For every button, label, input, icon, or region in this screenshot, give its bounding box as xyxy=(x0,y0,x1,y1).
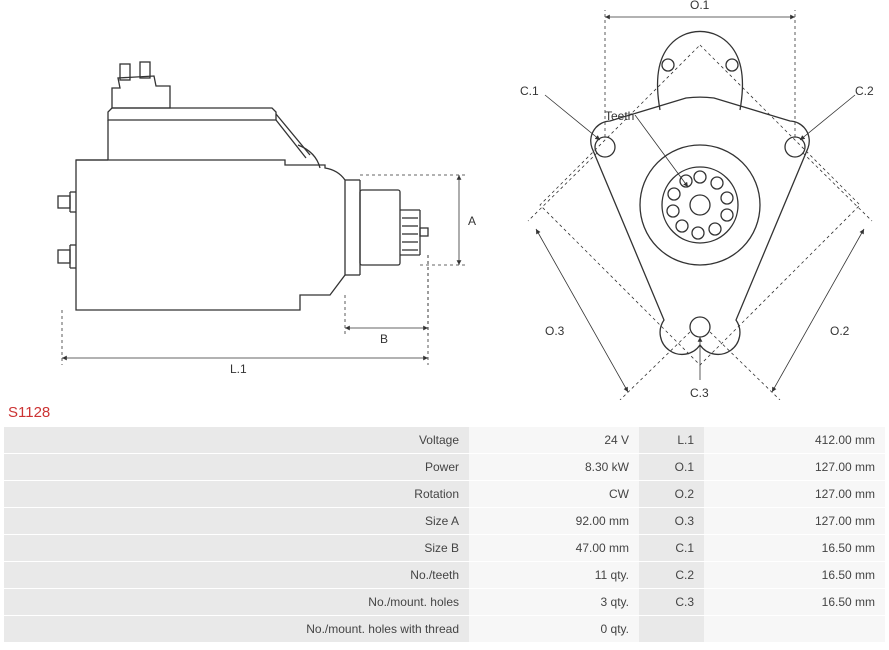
spec-value-right: 412.00 mm xyxy=(704,427,885,453)
spec-label-right: O.3 xyxy=(639,508,704,534)
spec-label-left: Size A xyxy=(4,508,469,534)
spec-label-left: Power xyxy=(4,454,469,480)
product-code: S1128 xyxy=(0,400,889,427)
spec-table: Voltage24 VL.1412.00 mmPower8.30 kWO.112… xyxy=(0,427,889,643)
spec-value-left: CW xyxy=(469,481,639,507)
spec-value-left: 8.30 kW xyxy=(469,454,639,480)
spec-row: Power8.30 kWO.1127.00 mm xyxy=(4,454,885,481)
spec-row: No./teeth11 qty.C.216.50 mm xyxy=(4,562,885,589)
spec-value-left: 11 qty. xyxy=(469,562,639,588)
spec-value-right: 16.50 mm xyxy=(704,535,885,561)
spec-label-left: No./mount. holes with thread xyxy=(4,616,469,642)
dim-label-C2: C.2 xyxy=(855,84,874,98)
dim-label-O3: O.3 xyxy=(545,324,565,338)
spec-value-left: 0 qty. xyxy=(469,616,639,642)
dim-label-teeth: Teeth xyxy=(605,109,634,123)
spec-label-left: No./mount. holes xyxy=(4,589,469,615)
front-view: O.1 C.1 C.2 Teeth O.2 O.3 C.3 xyxy=(520,0,874,400)
spec-label-right: C.1 xyxy=(639,535,704,561)
dim-label-L1: L.1 xyxy=(230,362,247,376)
technical-diagram: L.1 B A xyxy=(0,0,889,400)
spec-label-right: C.3 xyxy=(639,589,704,615)
dim-label-C1: C.1 xyxy=(520,84,539,98)
spec-value-left: 92.00 mm xyxy=(469,508,639,534)
spec-label-right: C.2 xyxy=(639,562,704,588)
dim-label-A: A xyxy=(468,214,476,228)
spec-label-left: Rotation xyxy=(4,481,469,507)
spec-value-right: 127.00 mm xyxy=(704,454,885,480)
spec-row: No./mount. holes3 qty.C.316.50 mm xyxy=(4,589,885,616)
spec-label-right: L.1 xyxy=(639,427,704,453)
dim-label-C3: C.3 xyxy=(690,386,709,400)
spec-label-right: O.2 xyxy=(639,481,704,507)
spec-value-right xyxy=(704,616,885,642)
spec-value-right: 16.50 mm xyxy=(704,589,885,615)
spec-row: Size B47.00 mmC.116.50 mm xyxy=(4,535,885,562)
spec-value-right: 127.00 mm xyxy=(704,481,885,507)
spec-row: Size A92.00 mmO.3127.00 mm xyxy=(4,508,885,535)
spec-value-left: 47.00 mm xyxy=(469,535,639,561)
spec-label-left: No./teeth xyxy=(4,562,469,588)
spec-value-right: 16.50 mm xyxy=(704,562,885,588)
spec-value-right: 127.00 mm xyxy=(704,508,885,534)
spec-row: Voltage24 VL.1412.00 mm xyxy=(4,427,885,454)
spec-label-right xyxy=(639,616,704,642)
spec-label-left: Voltage xyxy=(4,427,469,453)
spec-row: RotationCWO.2127.00 mm xyxy=(4,481,885,508)
dim-label-B: B xyxy=(380,332,388,346)
spec-label-left: Size B xyxy=(4,535,469,561)
side-view: L.1 B A xyxy=(58,62,476,376)
spec-value-left: 24 V xyxy=(469,427,639,453)
dim-label-O2: O.2 xyxy=(830,324,850,338)
dim-label-O1: O.1 xyxy=(690,0,710,12)
spec-value-left: 3 qty. xyxy=(469,589,639,615)
spec-row: No./mount. holes with thread0 qty. xyxy=(4,616,885,643)
spec-label-right: O.1 xyxy=(639,454,704,480)
diagram-area: L.1 B A xyxy=(0,0,889,400)
